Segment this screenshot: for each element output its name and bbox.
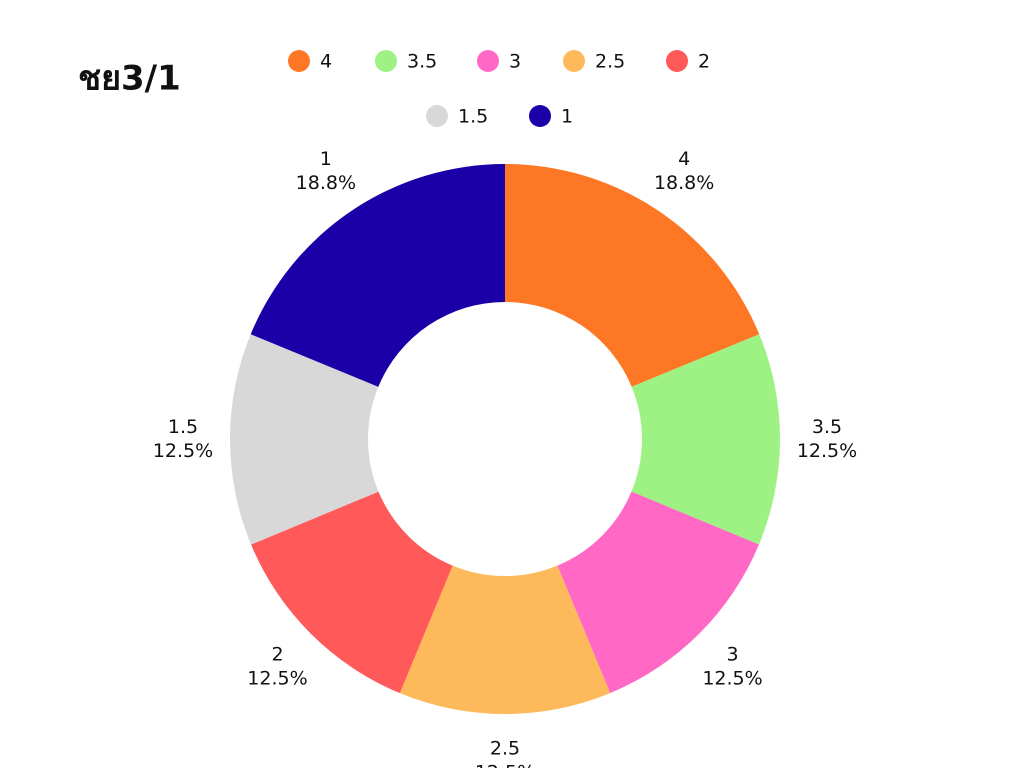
legend-marker xyxy=(529,105,551,127)
legend-marker xyxy=(477,50,499,72)
legend-marker xyxy=(666,50,688,72)
slice-value-label: 12.5% xyxy=(702,667,762,689)
slice-category-label: 4 xyxy=(678,148,690,170)
slice-category-label: 1 xyxy=(320,148,332,170)
slice xyxy=(631,334,780,545)
slice-category-label: 1.5 xyxy=(168,416,198,438)
slice-value-label: 12.5% xyxy=(153,440,213,462)
slice xyxy=(557,491,759,694)
slice-value-label: 12.5% xyxy=(475,762,535,768)
legend-label: 3.5 xyxy=(407,51,437,73)
legend-label: 2.5 xyxy=(595,51,625,73)
slice-value-label: 18.8% xyxy=(296,172,356,194)
legend-marker xyxy=(375,50,397,72)
slice-category-label: 3 xyxy=(726,643,738,665)
legend-marker xyxy=(563,50,585,72)
slice xyxy=(399,565,611,715)
legend-label: 3 xyxy=(509,51,521,73)
legend-marker xyxy=(288,50,310,72)
slice-category-label: 3.5 xyxy=(812,416,842,438)
legend-marker xyxy=(426,105,448,127)
slice-category-label: 2 xyxy=(271,643,283,665)
legend-label: 4 xyxy=(320,51,332,73)
slice-value-label: 12.5% xyxy=(797,440,857,462)
legend-label: 1 xyxy=(561,106,573,128)
chart-title: ชย3/1 xyxy=(78,59,181,99)
legend-label: 2 xyxy=(698,51,710,73)
slice-value-label: 12.5% xyxy=(247,667,307,689)
slice-value-label: 18.8% xyxy=(654,172,714,194)
legend-label: 1.5 xyxy=(458,106,488,128)
slice xyxy=(230,334,379,545)
slice xyxy=(251,491,453,694)
slice xyxy=(250,164,505,387)
slice xyxy=(505,164,760,387)
slice-category-label: 2.5 xyxy=(490,738,520,760)
